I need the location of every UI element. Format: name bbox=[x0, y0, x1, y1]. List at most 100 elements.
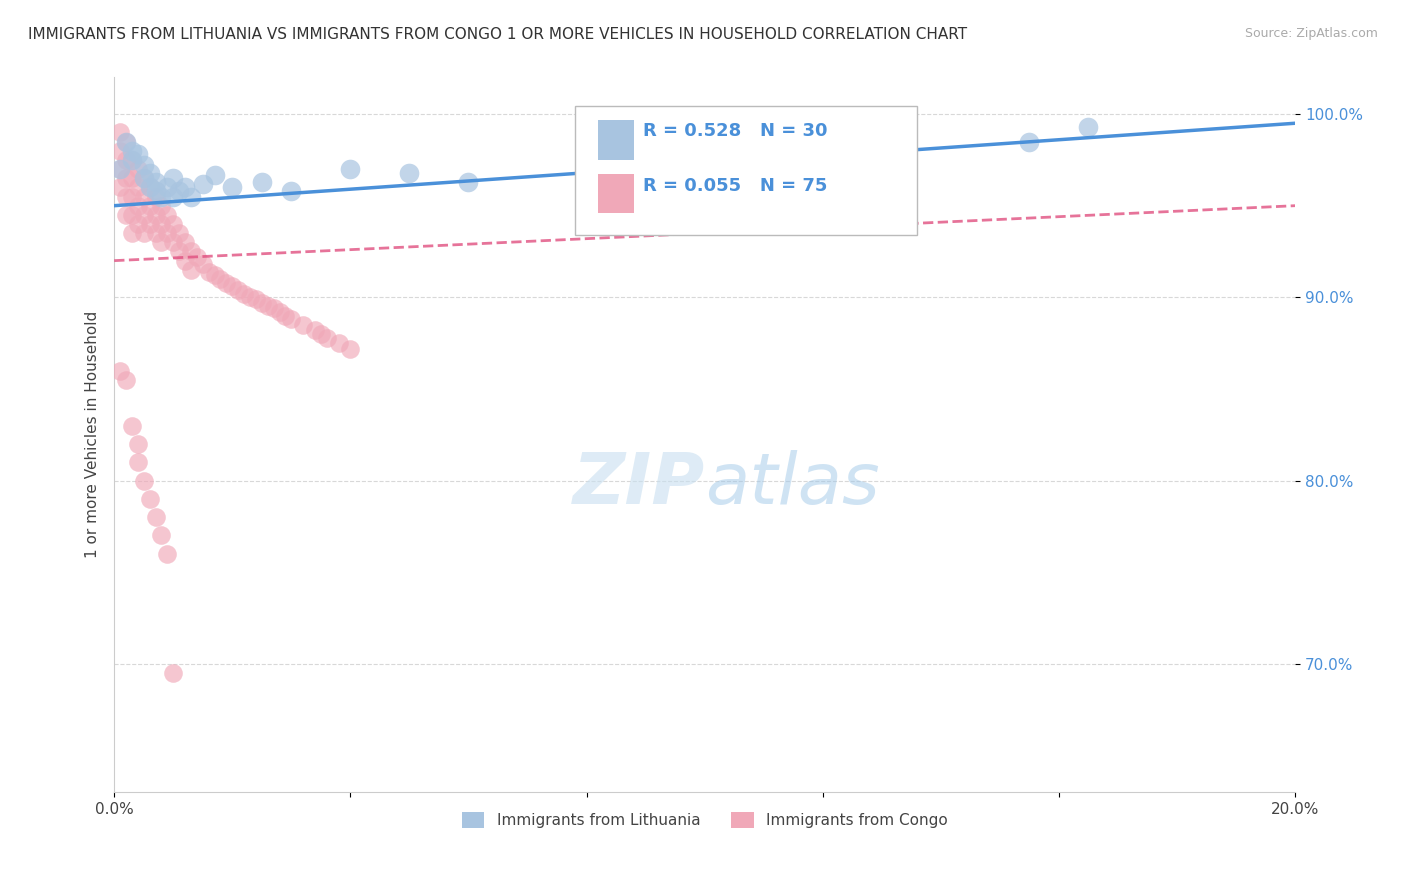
Point bbox=[121, 418, 143, 433]
Point bbox=[145, 189, 167, 203]
Point bbox=[339, 342, 361, 356]
Text: R = 0.055   N = 75: R = 0.055 N = 75 bbox=[644, 178, 828, 195]
Point bbox=[132, 171, 155, 186]
Point bbox=[162, 665, 184, 680]
Point bbox=[197, 265, 219, 279]
Point bbox=[127, 147, 149, 161]
Point bbox=[398, 166, 420, 180]
Point bbox=[215, 276, 238, 290]
Point bbox=[315, 330, 337, 344]
Bar bbox=[599, 120, 634, 160]
Point bbox=[115, 373, 138, 387]
Point bbox=[167, 244, 190, 259]
Point bbox=[292, 318, 315, 332]
Text: Source: ZipAtlas.com: Source: ZipAtlas.com bbox=[1244, 27, 1378, 40]
Point bbox=[145, 184, 167, 198]
Point bbox=[239, 290, 262, 304]
Point bbox=[138, 199, 160, 213]
Point bbox=[127, 180, 149, 194]
Legend: Immigrants from Lithuania, Immigrants from Congo: Immigrants from Lithuania, Immigrants fr… bbox=[456, 806, 953, 834]
Point bbox=[108, 144, 131, 158]
Point bbox=[121, 171, 143, 186]
Point bbox=[245, 292, 267, 306]
Point bbox=[121, 189, 143, 203]
Point bbox=[145, 510, 167, 524]
Point bbox=[309, 326, 332, 341]
Point bbox=[127, 455, 149, 469]
Point bbox=[132, 189, 155, 203]
Bar bbox=[599, 174, 634, 213]
Point bbox=[280, 312, 302, 326]
Point bbox=[328, 336, 350, 351]
Text: ZIP: ZIP bbox=[572, 450, 704, 519]
Point bbox=[132, 171, 155, 186]
Point bbox=[191, 257, 214, 271]
Point bbox=[174, 235, 197, 250]
Point bbox=[145, 175, 167, 189]
Point bbox=[250, 175, 273, 189]
Point bbox=[162, 217, 184, 231]
Point bbox=[127, 199, 149, 213]
Point bbox=[121, 208, 143, 222]
Point bbox=[150, 217, 173, 231]
Point bbox=[138, 217, 160, 231]
Point bbox=[156, 547, 179, 561]
Point bbox=[250, 295, 273, 310]
Point bbox=[115, 153, 138, 167]
Point bbox=[138, 180, 160, 194]
Point bbox=[304, 323, 326, 337]
Point bbox=[191, 177, 214, 191]
Y-axis label: 1 or more Vehicles in Household: 1 or more Vehicles in Household bbox=[86, 311, 100, 558]
Point bbox=[150, 528, 173, 542]
Point bbox=[752, 140, 775, 154]
Point bbox=[156, 180, 179, 194]
Point bbox=[209, 272, 232, 286]
Point bbox=[186, 250, 208, 264]
Point bbox=[127, 437, 149, 451]
Text: R = 0.528   N = 30: R = 0.528 N = 30 bbox=[644, 121, 828, 140]
Point bbox=[138, 491, 160, 506]
Point bbox=[121, 144, 143, 158]
Point bbox=[269, 305, 291, 319]
Point bbox=[127, 217, 149, 231]
Point bbox=[174, 180, 197, 194]
Point bbox=[108, 162, 131, 177]
Point bbox=[233, 286, 256, 301]
Point bbox=[174, 253, 197, 268]
Point bbox=[132, 226, 155, 240]
Point bbox=[108, 125, 131, 139]
Point bbox=[115, 135, 138, 149]
Point bbox=[162, 171, 184, 186]
Point bbox=[127, 162, 149, 177]
Point bbox=[145, 226, 167, 240]
Point bbox=[150, 199, 173, 213]
Point bbox=[274, 309, 297, 323]
Point bbox=[256, 300, 278, 314]
Point bbox=[1018, 135, 1040, 149]
Point bbox=[121, 226, 143, 240]
Point bbox=[108, 363, 131, 377]
Point bbox=[221, 279, 243, 293]
Point bbox=[150, 235, 173, 250]
Point bbox=[121, 153, 143, 167]
Point bbox=[180, 189, 202, 203]
Point bbox=[115, 208, 138, 222]
Point bbox=[180, 244, 202, 259]
Point bbox=[115, 189, 138, 203]
Point bbox=[132, 158, 155, 172]
Point bbox=[167, 226, 190, 240]
Point bbox=[280, 184, 302, 198]
Point bbox=[221, 180, 243, 194]
Point bbox=[156, 226, 179, 240]
Point bbox=[339, 162, 361, 177]
FancyBboxPatch shape bbox=[575, 106, 917, 235]
Point bbox=[145, 208, 167, 222]
Text: IMMIGRANTS FROM LITHUANIA VS IMMIGRANTS FROM CONGO 1 OR MORE VEHICLES IN HOUSEHO: IMMIGRANTS FROM LITHUANIA VS IMMIGRANTS … bbox=[28, 27, 967, 42]
Point bbox=[121, 153, 143, 167]
Point bbox=[108, 162, 131, 177]
Text: atlas: atlas bbox=[704, 450, 879, 519]
Point bbox=[180, 262, 202, 277]
Point bbox=[263, 301, 285, 316]
Point bbox=[115, 171, 138, 186]
Point bbox=[162, 189, 184, 203]
